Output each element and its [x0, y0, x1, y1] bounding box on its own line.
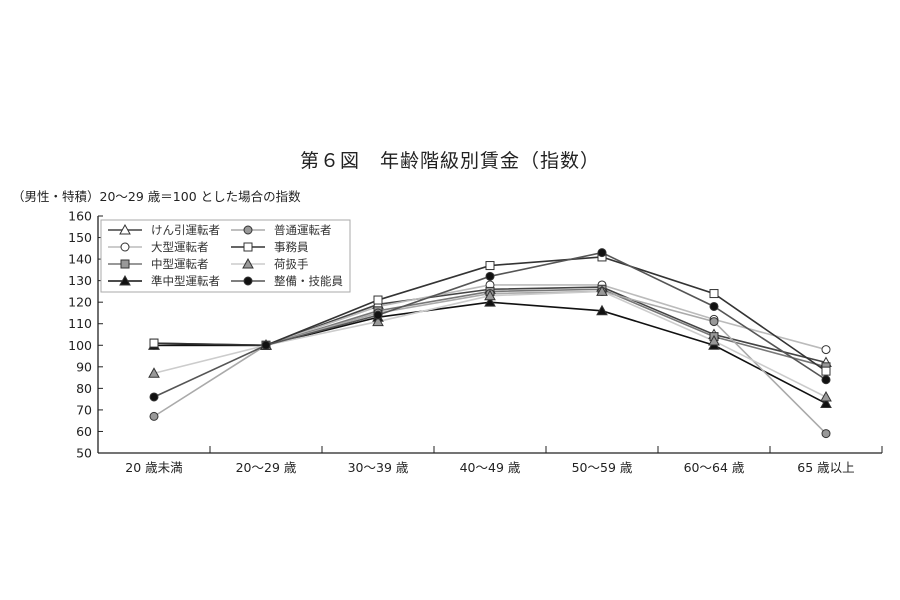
data-point — [484, 289, 496, 301]
legend-label: 準中型運転者 — [151, 274, 220, 288]
data-point — [708, 334, 720, 346]
x-tick-label: 40～49 歳 — [460, 460, 521, 475]
y-tick-label: 110 — [68, 316, 92, 331]
legend-label: 事務員 — [274, 240, 309, 254]
y-tick-label: 70 — [76, 402, 92, 417]
legend-label: 中型運転者 — [151, 257, 209, 271]
data-point — [820, 397, 832, 408]
legend-marker — [120, 242, 130, 252]
data-point — [596, 285, 608, 296]
legend-marker — [243, 276, 253, 286]
y-tick-label: 90 — [76, 359, 92, 374]
legend-marker — [243, 225, 253, 235]
y-tick-label: 130 — [68, 273, 92, 288]
legend-marker — [119, 274, 131, 286]
legend-marker — [119, 223, 131, 235]
legend-label: 大型運転者 — [151, 240, 209, 254]
y-tick-label: 60 — [76, 424, 92, 439]
legend-marker — [242, 257, 254, 269]
data-point — [149, 392, 159, 402]
x-tick-label: 60～64 歳 — [684, 460, 745, 475]
data-point — [372, 315, 384, 327]
x-tick-label: 20～29 歳 — [236, 460, 297, 475]
y-tick-label: 80 — [76, 381, 92, 396]
x-tick-label: 20 歳未満 — [125, 460, 182, 475]
data-point — [149, 338, 159, 348]
legend-label: 荷扱手 — [274, 257, 309, 271]
legend-marker — [120, 259, 130, 269]
y-tick-label: 50 — [76, 446, 92, 461]
x-tick-label: 50～59 歳 — [572, 460, 633, 475]
series-line — [153, 290, 827, 398]
legend-marker — [243, 242, 253, 252]
y-tick-label: 120 — [68, 295, 92, 310]
data-point — [709, 289, 719, 299]
y-tick-label: 100 — [68, 338, 92, 353]
data-point — [485, 261, 495, 271]
y-tick-label: 150 — [68, 230, 92, 245]
data-point — [821, 366, 831, 376]
data-point — [821, 375, 831, 385]
data-point — [484, 296, 496, 307]
y-axis-label: （男性・特積）20～29 歳＝100 とした場合の指数 — [12, 189, 301, 204]
legend-label: 整備・技能員 — [274, 274, 343, 288]
y-tick-label: 140 — [68, 252, 92, 267]
data-point — [821, 345, 831, 355]
data-point — [261, 340, 271, 350]
data-point — [485, 271, 495, 281]
x-tick-label: 30～39 歳 — [348, 460, 409, 475]
data-point — [821, 429, 831, 439]
data-point — [373, 295, 383, 305]
legend-label: けん引運転者 — [151, 223, 220, 237]
data-point — [148, 367, 160, 378]
chart-title: 第６図 年齢階級別賃金（指数） — [299, 150, 600, 172]
legend — [100, 219, 351, 293]
data-point — [149, 411, 159, 421]
data-point — [597, 248, 607, 258]
data-point — [373, 310, 383, 320]
series-line — [153, 290, 827, 435]
legend-label: 普通運転者 — [274, 223, 332, 237]
x-tick-label: 65 歳以上 — [797, 460, 854, 475]
y-tick-label: 160 — [68, 209, 92, 224]
data-point — [820, 390, 832, 402]
data-point — [596, 304, 608, 316]
data-point — [709, 317, 719, 327]
data-point — [709, 301, 719, 311]
